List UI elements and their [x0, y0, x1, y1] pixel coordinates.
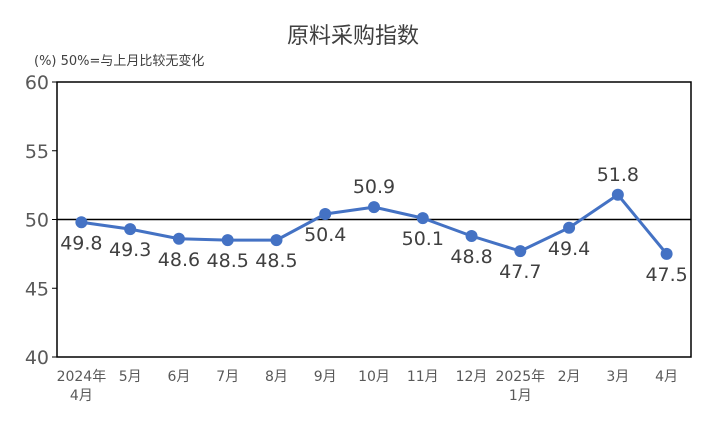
data-label: 47.5	[645, 264, 687, 286]
x-tick-label: 10月	[358, 369, 390, 385]
y-tick-label: 40	[25, 347, 49, 369]
data-point	[368, 201, 380, 214]
data-point	[563, 221, 576, 234]
data-point	[319, 208, 332, 220]
x-tick-label: 7月	[216, 369, 239, 385]
x-tick-label: 5月	[119, 369, 142, 385]
data-label: 51.8	[597, 164, 639, 186]
y-tick-label: 50	[25, 210, 49, 232]
x-tick-label: 8月	[265, 369, 288, 385]
data-label: 50.9	[353, 176, 395, 198]
data-label: 48.6	[158, 249, 200, 271]
data-label: 49.3	[109, 239, 151, 261]
x-tick-label: 2024年 4月	[57, 369, 107, 404]
data-label: 49.4	[548, 238, 590, 260]
x-tick-label: 2月	[558, 369, 581, 385]
data-point	[270, 234, 283, 247]
chart-title: 原料采购指数	[286, 24, 419, 49]
x-tick-label: 11月	[407, 369, 439, 385]
data-label: 48.5	[207, 250, 249, 272]
data-point	[465, 230, 478, 242]
x-tick-label: 6月	[167, 369, 190, 385]
data-label: 48.5	[255, 250, 297, 272]
data-point	[221, 234, 234, 247]
x-tick-label: 3月	[606, 369, 629, 385]
data-label: 48.8	[450, 246, 492, 268]
data-point	[75, 216, 88, 229]
data-point	[416, 212, 429, 225]
data-label: 49.8	[60, 232, 102, 254]
y-tick-label: 45	[25, 278, 49, 300]
y-tick-label: 60	[25, 72, 49, 94]
data-point	[514, 245, 527, 258]
x-tick-label: 4月	[655, 369, 678, 385]
data-label: 50.1	[402, 228, 444, 250]
data-label: 47.7	[499, 261, 541, 283]
x-tick-label: 9月	[314, 369, 337, 385]
x-tick-label: 2025年 1月	[495, 369, 545, 404]
unit-note: (%) 50%=与上月比较无变化	[34, 54, 205, 69]
data-point	[611, 188, 624, 201]
y-tick-label: 55	[25, 141, 49, 163]
data-label: 50.4	[304, 224, 346, 246]
data-point	[124, 223, 137, 236]
data-point	[172, 232, 185, 245]
data-point	[660, 247, 673, 260]
x-tick-label: 12月	[456, 369, 488, 385]
